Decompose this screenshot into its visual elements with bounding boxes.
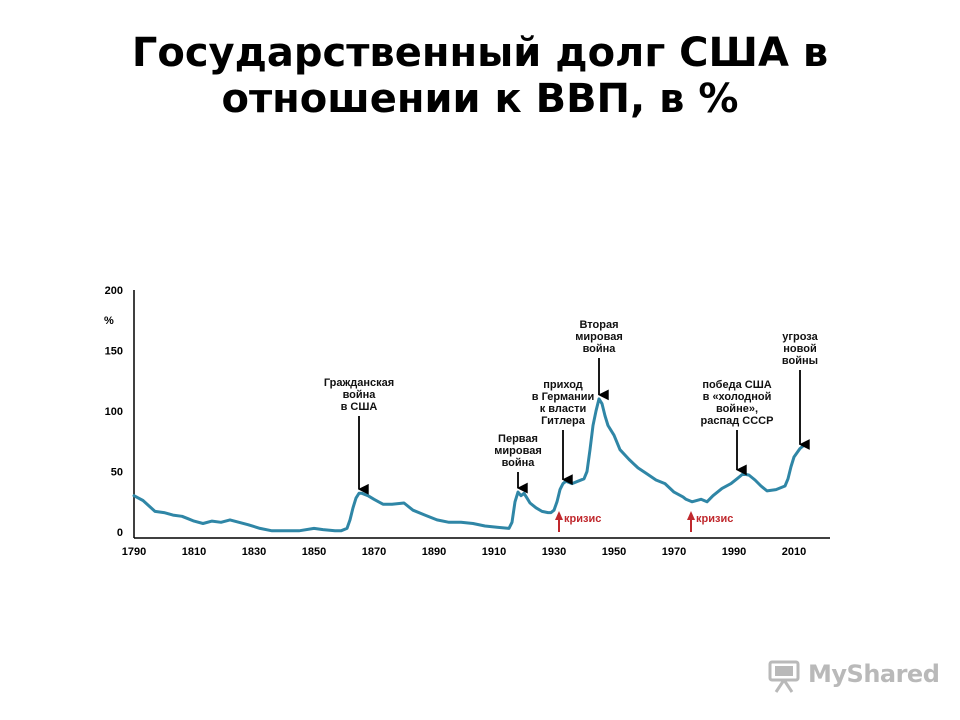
x-tick-label: 1890 bbox=[422, 546, 446, 558]
annotation-text: новой bbox=[783, 343, 816, 355]
x-tick-label: 1850 bbox=[302, 546, 326, 558]
page-title-line-1: Государственный долг США в bbox=[131, 30, 829, 76]
annotation-text: в Германии bbox=[532, 391, 594, 403]
x-tick-label: 1990 bbox=[722, 546, 746, 558]
annotation-text: Гитлера bbox=[541, 415, 586, 427]
annotation-text: Гражданская bbox=[324, 377, 394, 389]
x-tick-label: 1950 bbox=[602, 546, 626, 558]
annotation-text: войны bbox=[782, 355, 818, 367]
crisis-label: кризис bbox=[564, 513, 601, 525]
x-tick-label: 2010 bbox=[782, 546, 806, 558]
x-tick-label: 1930 bbox=[542, 546, 566, 558]
x-tick-label: 1870 bbox=[362, 546, 386, 558]
y-tick-label: 100 bbox=[105, 406, 123, 418]
annotation-text: война bbox=[502, 457, 536, 469]
x-tick-label: 1810 bbox=[182, 546, 206, 558]
annotation-text: в США bbox=[341, 401, 378, 413]
page-title: Государственный долг США в отношении к В… bbox=[0, 30, 960, 122]
chart-series bbox=[132, 397, 808, 533]
annotation-text: война bbox=[583, 343, 617, 355]
x-tick-label: 1830 bbox=[242, 546, 266, 558]
projector-icon bbox=[768, 660, 800, 693]
y-tick-label: 200 bbox=[105, 285, 123, 297]
x-tick-label: 1910 bbox=[482, 546, 506, 558]
page-title-line-2: отношении к ВВП, в % bbox=[221, 76, 739, 122]
y-tick-label: 50 bbox=[111, 467, 123, 479]
chart-tick-labels: 200 150 100 50 0% 1790 1810 1830 1850 1870 1890 191… bbox=[104, 285, 806, 558]
crisis-arrow-head bbox=[555, 511, 563, 520]
annotation-text: Первая bbox=[498, 433, 538, 445]
annotation-text: в «холодной bbox=[703, 391, 772, 403]
crisis-marker: кризис bbox=[555, 511, 601, 532]
y-tick-label: 150 bbox=[105, 346, 123, 358]
watermark-text: MyShared bbox=[808, 660, 940, 688]
annotation-text: мировая bbox=[575, 331, 623, 343]
annotation-text: победа США bbox=[702, 379, 771, 391]
annotation-text: угроза bbox=[782, 331, 818, 343]
annotation-text: приход bbox=[543, 379, 583, 391]
crisis-arrow-head bbox=[687, 511, 695, 520]
annotation-text: войне», bbox=[716, 403, 758, 415]
x-tick-label: 1790 bbox=[122, 546, 146, 558]
y-axis-unit-label: % bbox=[104, 315, 114, 327]
chart-crisis-markers: кризис кризис bbox=[555, 511, 733, 532]
annotation-text: Вторая bbox=[579, 319, 618, 331]
annotation-text: к власти bbox=[540, 403, 587, 415]
debt-series-line bbox=[132, 397, 808, 533]
watermark: MyShared bbox=[766, 656, 940, 696]
annotation-text: мировая bbox=[494, 445, 542, 457]
crisis-label: кризис bbox=[696, 513, 733, 525]
crisis-marker: кризис bbox=[687, 511, 733, 532]
annotation-text: распад СССР bbox=[701, 415, 774, 427]
annotation-text: война bbox=[343, 389, 377, 401]
x-tick-label: 1970 bbox=[662, 546, 686, 558]
y-tick-label: 0 bbox=[117, 527, 123, 539]
